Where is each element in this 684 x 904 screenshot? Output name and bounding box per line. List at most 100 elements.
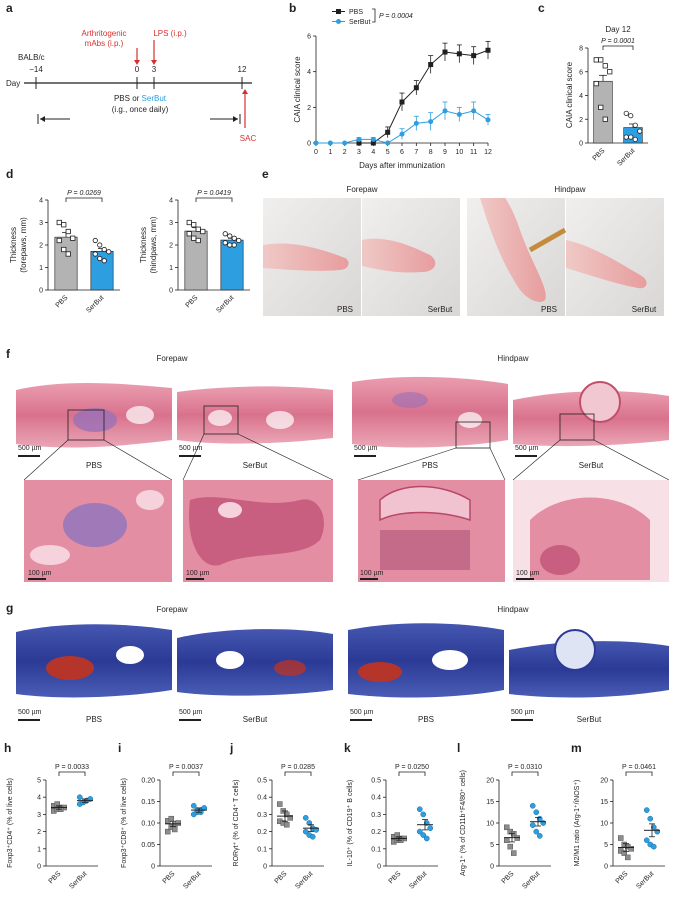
y-tick-label: 2 — [37, 829, 41, 836]
data-point-pbs — [511, 850, 517, 856]
data-point-pbs — [356, 140, 362, 146]
data-point-pbs — [165, 828, 171, 835]
panel-letter-m: m — [571, 741, 582, 755]
f-label-pbs-1: PBS — [86, 461, 102, 470]
tick-label-3: 3 — [152, 65, 157, 74]
panel-l: l 0 5 10 15 20 Arg-1⁺ (% of CD11b⁺F4/80⁺ cells… — [457, 741, 551, 891]
y-tick-label: 0 — [579, 141, 583, 148]
y-tick-label: 0.4 — [257, 795, 267, 802]
y-tick-label: 3 — [169, 220, 173, 227]
panel-letter-a: a — [6, 1, 13, 15]
y-tick-label: 0.05 — [141, 842, 155, 849]
panel-a: a BALB/c Arthritogenic mAbs (i.p.) LPS (… — [6, 1, 256, 143]
panel-k: k 0 0.1 0.2 0.3 0.4 0.5 IL-10⁺ (% of CD19⁺ B ce… — [344, 741, 438, 891]
category-label: SerBut — [294, 870, 314, 890]
category-label: SerBut — [182, 870, 202, 890]
data-point-serbut — [420, 832, 427, 838]
y-tick-label: 0 — [151, 864, 155, 871]
data-point-serbut — [647, 815, 654, 822]
data-point-pbs — [413, 85, 419, 91]
photo-e-1 — [263, 198, 361, 316]
g-scale-label-2: 500 µm — [179, 709, 203, 716]
y-tick-label: 15 — [486, 799, 494, 806]
category-label: SerBut — [85, 294, 105, 314]
data-point — [598, 57, 604, 63]
bar-pbs — [54, 236, 78, 291]
p-value-b: P = 0.0004 — [379, 13, 413, 20]
y-tick-label: 4 — [169, 198, 173, 205]
g-scale-label-1: 500 µm — [18, 709, 42, 716]
data-point — [186, 231, 192, 237]
data-point-serbut — [399, 131, 405, 137]
panel-letter-l: l — [457, 741, 460, 755]
data-point-pbs — [175, 820, 181, 826]
data-point-pbs — [504, 824, 510, 831]
data-point-serbut — [471, 108, 477, 114]
y-tick-label: 0 — [490, 864, 494, 871]
y-tick-label: 6 — [307, 34, 311, 41]
data-point — [92, 237, 98, 244]
histology-f-zoom-3 — [358, 480, 505, 582]
panel-letter-b: b — [289, 1, 296, 15]
panel-j: j 0 0.1 0.2 0.3 0.4 0.5 RORγt⁺ (% of CD4⁺ T cel… — [229, 741, 324, 891]
histology-g-serbut-forepaw — [177, 620, 333, 702]
panel-letter-e: e — [262, 167, 269, 181]
y-tick-label: 5 — [37, 778, 41, 785]
data-point — [106, 249, 112, 255]
data-point — [222, 240, 228, 246]
legend-bracket — [372, 8, 376, 23]
y-tick-label: 0.2 — [371, 829, 381, 836]
data-point-serbut — [643, 837, 650, 844]
sac-arrowhead — [242, 89, 248, 94]
legend-serbut: SerBut — [349, 19, 370, 26]
data-point — [92, 251, 98, 257]
data-point-serbut — [327, 140, 333, 146]
y-tick-label: 0.4 — [371, 795, 381, 802]
category-label: SerBut — [521, 870, 541, 890]
significance-bracket — [284, 771, 312, 776]
histology-g-pbs-forepaw — [16, 620, 172, 702]
y-tick-label: 0 — [37, 864, 41, 871]
panel-letter-c: c — [538, 1, 545, 15]
significance-bracket — [195, 197, 233, 202]
significance-bracket — [511, 771, 539, 776]
y-tick-label: 15 — [600, 799, 608, 806]
significance-bracket — [65, 197, 103, 202]
category-label: PBS — [162, 870, 177, 885]
f-hindpaw-title: Hindpaw — [497, 354, 528, 363]
data-point — [56, 219, 62, 226]
data-point-serbut — [540, 820, 547, 826]
category-label: SerBut — [68, 870, 88, 890]
data-point — [101, 246, 107, 253]
category-label: PBS — [592, 147, 607, 162]
data-point-serbut — [342, 140, 348, 146]
y-tick-label: 0 — [169, 288, 173, 295]
data-point-serbut — [529, 802, 536, 809]
y-tick-label: 0.3 — [257, 812, 267, 819]
category-label: PBS — [388, 870, 403, 885]
x-tick-label: 11 — [470, 149, 477, 156]
significance-bracket — [172, 771, 200, 776]
data-point-serbut — [536, 833, 543, 839]
data-point-serbut — [442, 108, 448, 114]
mabs-label-1: Arthritogenic — [82, 29, 127, 38]
g-forepaw-title: Forepaw — [156, 605, 187, 614]
p-value: P = 0.0285 — [281, 764, 315, 771]
data-point-pbs — [507, 843, 513, 850]
e-hindpaw-title: Hindpaw — [554, 185, 585, 194]
zoom-line — [103, 439, 173, 481]
data-point — [632, 136, 638, 143]
p-value: P = 0.0310 — [508, 764, 542, 771]
y-axis-label: (forepaws, mm) — [19, 217, 28, 273]
y-tick-label: 8 — [579, 46, 583, 53]
data-point-serbut — [428, 119, 434, 125]
x-tick-label: 8 — [429, 149, 433, 156]
data-point-pbs — [277, 801, 283, 807]
panel-letter-i: i — [118, 741, 121, 755]
data-point-serbut — [654, 828, 661, 835]
category-label: SerBut — [616, 147, 636, 167]
y-axis-label: Foxp3⁺CD8⁺ (% of live cells) — [121, 778, 128, 868]
p-value: P = 0.0001 — [601, 38, 635, 45]
y-tick-label: 2 — [169, 243, 173, 250]
